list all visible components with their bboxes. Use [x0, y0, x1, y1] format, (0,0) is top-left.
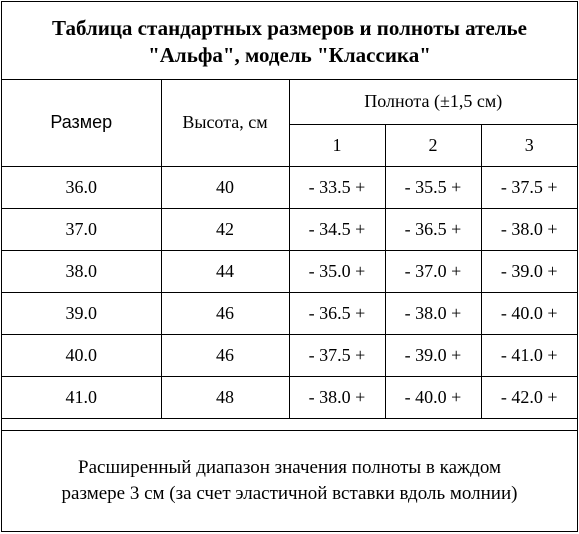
cell-size: 36.0: [2, 165, 162, 209]
table-row: 41.0 48 - 38.0 + - 40.0 + - 42.0 +: [2, 375, 577, 419]
cell-size: 41.0: [2, 375, 162, 419]
table-row: 36.0 40 - 33.5 + - 35.5 + - 37.5 +: [2, 165, 577, 209]
header-fullness-2: 2: [384, 123, 482, 167]
cell-size: 38.0: [2, 249, 162, 293]
cell-fullness-1: - 33.5 +: [288, 165, 386, 209]
cell-fullness-1: - 38.0 +: [288, 375, 386, 419]
size-table: Размер Высота, см Полнота (±1,5 см) 1 2 …: [2, 80, 577, 419]
cell-fullness-3: - 38.0 +: [480, 207, 577, 251]
cell-fullness-3: - 37.5 +: [480, 165, 577, 209]
cell-height: 48: [160, 375, 290, 419]
cell-height: 46: [160, 291, 290, 335]
header-size: Размер: [2, 80, 162, 167]
cell-fullness-2: - 38.0 +: [384, 291, 482, 335]
cell-fullness-2: - 39.0 +: [384, 333, 482, 377]
cell-height: 46: [160, 333, 290, 377]
footnote-line-2: размере 3 см (за счет эластичной вставки…: [61, 483, 518, 504]
header-row-1: Размер Высота, см Полнота (±1,5 см): [2, 80, 577, 167]
table-title-line-1: Таблица стандартных размеров и полноты а…: [51, 15, 527, 40]
cell-size: 37.0: [2, 207, 162, 251]
cell-fullness-3: - 39.0 +: [480, 249, 577, 293]
footnote-line-1: Расширенный диапазон значения полноты в …: [78, 457, 501, 478]
cell-fullness-1: - 36.5 +: [288, 291, 386, 335]
header-height: Высота, см: [160, 80, 290, 167]
table-title: Таблица стандартных размеров и полноты а…: [2, 2, 577, 80]
cell-fullness-2: - 40.0 +: [384, 375, 482, 419]
cell-fullness-2: - 36.5 +: [384, 207, 482, 251]
cell-fullness-1: - 34.5 +: [288, 207, 386, 251]
cell-size: 40.0: [2, 333, 162, 377]
cell-fullness-1: - 37.5 +: [288, 333, 386, 377]
cell-fullness-2: - 35.5 +: [384, 165, 482, 209]
cell-height: 44: [160, 249, 290, 293]
cell-fullness-2: - 37.0 +: [384, 249, 482, 293]
cell-fullness-3: - 42.0 +: [480, 375, 577, 419]
table-title-line-2: "Альфа", модель "Классика": [148, 42, 431, 67]
header-fullness-3: 3: [480, 123, 577, 167]
header-fullness-1: 1: [289, 123, 386, 167]
cell-size: 39.0: [2, 291, 162, 335]
table-row: 38.0 44 - 35.0 + - 37.0 + - 39.0 +: [2, 249, 577, 293]
footnote: Расширенный диапазон значения полноты в …: [2, 430, 577, 531]
cell-fullness-1: - 35.0 +: [288, 249, 386, 293]
table-row: 39.0 46 - 36.5 + - 38.0 + - 40.0 +: [2, 291, 577, 335]
header-fullness: Полнота (±1,5 см): [288, 80, 577, 125]
table-row: 40.0 46 - 37.5 + - 39.0 + - 41.0 +: [2, 333, 577, 377]
table-row: 37.0 42 - 34.5 + - 36.5 + - 38.0 +: [2, 207, 577, 251]
cell-height: 40: [160, 165, 290, 209]
cell-fullness-3: - 41.0 +: [480, 333, 577, 377]
cell-fullness-3: - 40.0 +: [480, 291, 577, 335]
cell-height: 42: [160, 207, 290, 251]
